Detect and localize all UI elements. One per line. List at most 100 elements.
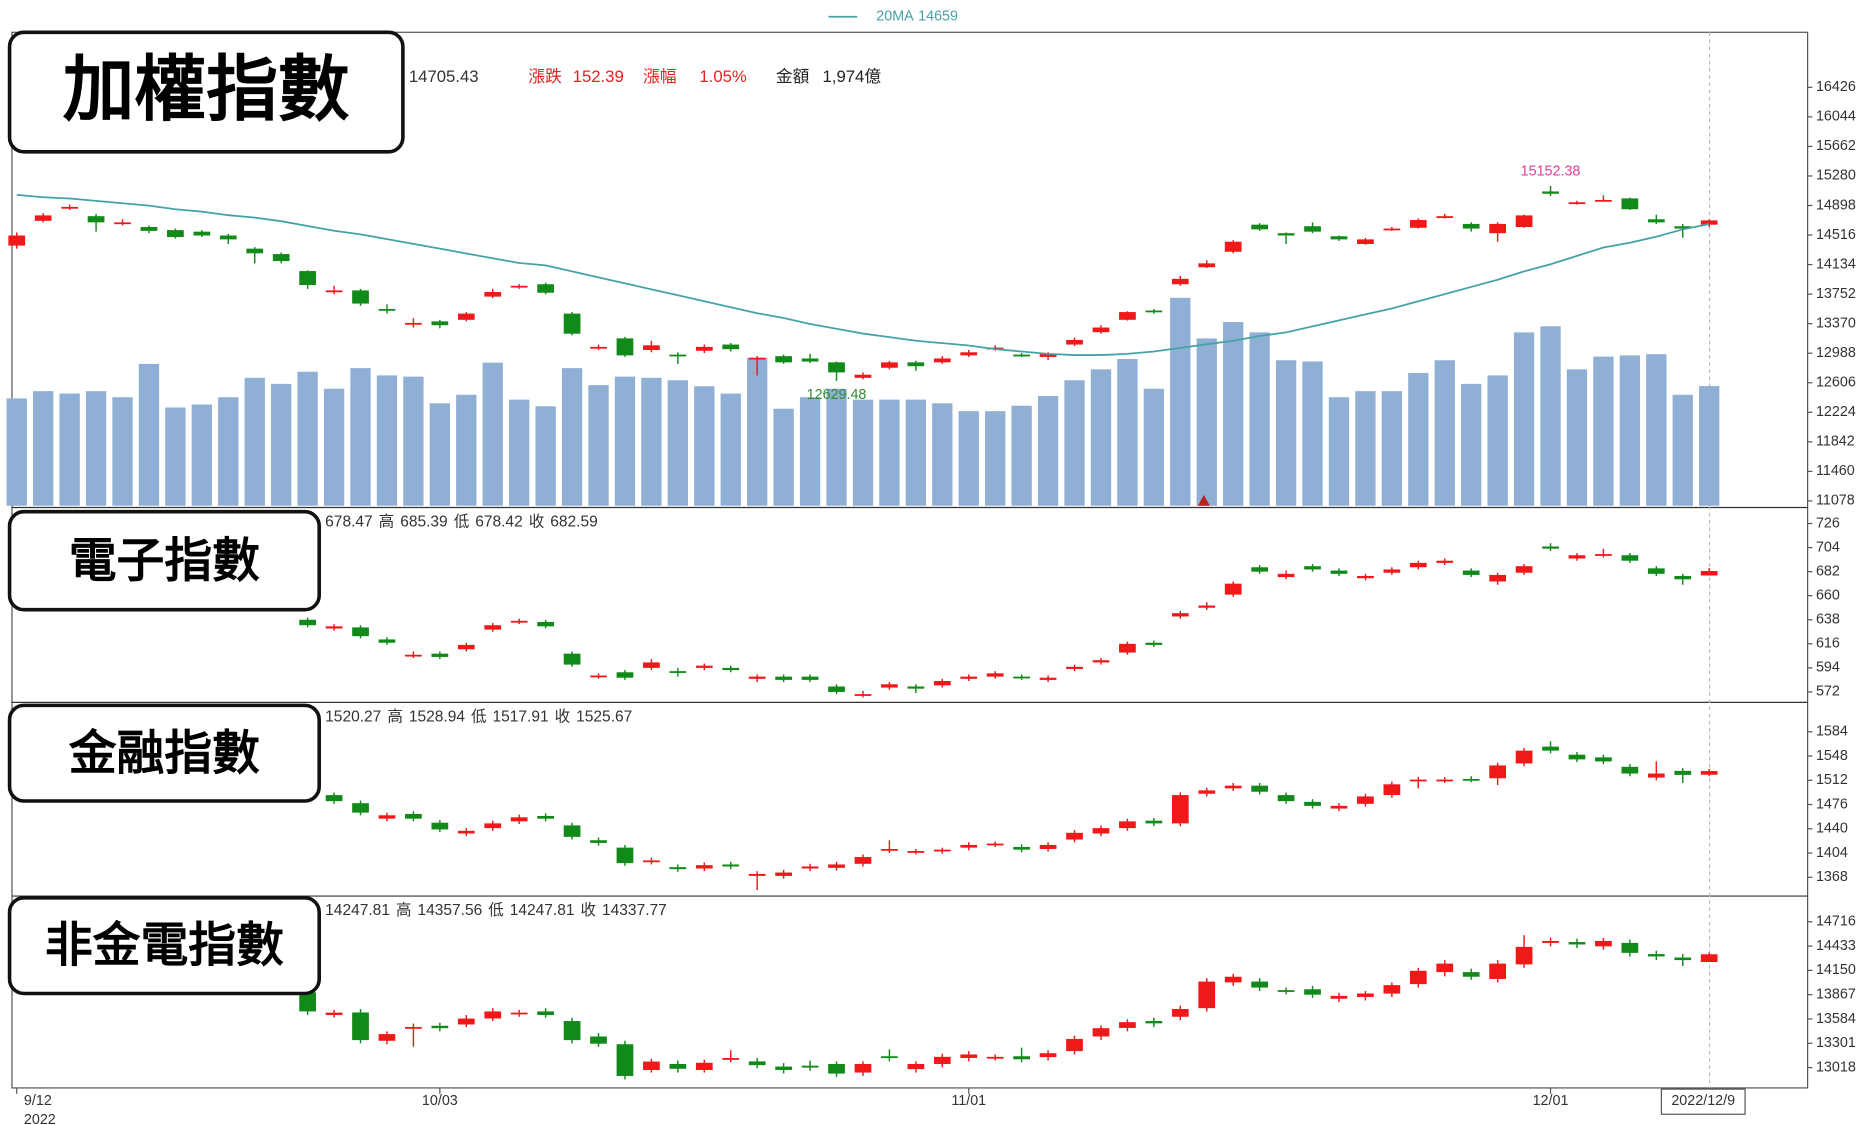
volume-bar — [1672, 394, 1693, 506]
candle-body — [272, 254, 290, 262]
candle-body — [1462, 570, 1480, 575]
candle-body — [193, 231, 211, 236]
candle-body — [1224, 785, 1242, 789]
candle-body — [1330, 805, 1348, 809]
candle-body — [352, 627, 369, 637]
candle-body — [431, 1025, 449, 1029]
candle-body — [61, 206, 78, 209]
candle-body — [881, 684, 898, 688]
candle-body — [1700, 771, 1718, 775]
candle-body — [722, 864, 740, 867]
panel-title-box — [7, 30, 405, 154]
candle-body — [1066, 832, 1083, 840]
volume-bar — [1513, 332, 1535, 506]
candle-body — [1436, 216, 1454, 218]
candle-body — [167, 230, 184, 238]
candle-body — [1198, 605, 1216, 608]
candle-body — [378, 815, 396, 819]
volume-bar — [773, 408, 794, 506]
x-tick-label: 9/12 — [24, 1093, 52, 1109]
y-tick-label: 704 — [1816, 539, 1840, 555]
candle-body — [1568, 555, 1586, 559]
candle-body — [1251, 224, 1269, 230]
candle-body — [1304, 989, 1321, 995]
y-tick-label: 13867 — [1816, 986, 1856, 1002]
y-tick-label: 1440 — [1816, 821, 1848, 837]
y-tick-label: 14150 — [1816, 962, 1856, 978]
candle-body — [1409, 562, 1427, 568]
candle-body — [1700, 220, 1718, 225]
candle-body — [1224, 241, 1242, 252]
candle-body — [1277, 233, 1295, 236]
candle-body — [8, 235, 26, 246]
y-tick-label: 12606 — [1816, 375, 1856, 391]
candle-body — [484, 823, 502, 829]
candle-body — [299, 619, 316, 626]
candle-body — [510, 285, 528, 288]
y-tick-label: 1512 — [1816, 772, 1848, 788]
candle-body — [828, 1063, 845, 1074]
candle-body — [933, 358, 951, 363]
candle-body — [854, 374, 872, 378]
panel-title: 非金電指數 — [45, 918, 284, 974]
candle-body — [748, 873, 766, 876]
legend-label: 20MA — [876, 9, 914, 25]
candle-body — [1145, 642, 1163, 645]
candle-body — [590, 675, 607, 678]
candle-body — [643, 860, 660, 863]
candle-body — [1224, 583, 1242, 595]
volume-bar — [614, 376, 636, 506]
candle-body — [828, 864, 845, 868]
candle-body — [801, 1065, 819, 1068]
candle-body — [378, 1034, 396, 1041]
candle-body — [1621, 766, 1639, 774]
candle-body — [1621, 198, 1639, 210]
ohlc-item: 685.39 — [400, 514, 448, 531]
volume-bar — [456, 394, 477, 506]
volume-bar — [297, 371, 318, 506]
y-tick-label: 13018 — [1816, 1059, 1856, 1075]
y-tick-label: 12224 — [1816, 404, 1856, 420]
candle-body — [325, 290, 343, 293]
candle-body — [960, 352, 978, 356]
y-tick-label: 660 — [1816, 587, 1840, 603]
ohlc-item: 14247.81 — [510, 902, 575, 919]
ohlc-header: 1520.27 高 1528.94 低 1517.91 收 1525.67 — [325, 707, 632, 725]
y-tick-label: 11460 — [1816, 463, 1855, 479]
volume-bar — [59, 393, 80, 506]
ohlc-item: 682.59 — [550, 514, 598, 531]
panel-title-box — [7, 896, 321, 996]
candle-body — [457, 313, 475, 320]
candle-body — [1542, 746, 1559, 751]
candle-body — [537, 1011, 555, 1016]
candle-body — [1039, 1053, 1057, 1058]
volume-bar — [1249, 332, 1270, 506]
marker-triangle — [1197, 494, 1210, 506]
x-tick-label: 10/03 — [422, 1093, 458, 1109]
y-tick-label: 572 — [1816, 684, 1840, 700]
amount-label: 金額 — [776, 67, 810, 86]
candle-body — [1383, 985, 1401, 994]
candle-body — [484, 625, 502, 630]
volume-bar — [1540, 326, 1561, 506]
candle-body — [431, 653, 449, 657]
volume-bar — [1434, 360, 1455, 506]
ohlc-item: 14247.81 — [325, 902, 390, 919]
candle-body — [34, 215, 52, 221]
candle-body — [1674, 226, 1692, 229]
candle-body — [881, 1056, 898, 1059]
volume-bar — [958, 411, 979, 506]
volume-bar — [1170, 297, 1191, 506]
candle-body — [695, 865, 713, 869]
candle-body — [616, 338, 634, 356]
ohlc-item: 收 — [581, 901, 597, 919]
x-tick-label: 11/01 — [951, 1093, 986, 1109]
candle-body — [960, 1054, 978, 1058]
candle-body — [986, 843, 1004, 846]
x-tick-label: 12/01 — [1533, 1093, 1569, 1109]
candle-body — [907, 850, 925, 853]
y-tick-label: 16426 — [1816, 79, 1856, 95]
candle-body — [1436, 560, 1454, 563]
volume-bar — [1408, 372, 1429, 506]
candle-body — [933, 1056, 951, 1064]
